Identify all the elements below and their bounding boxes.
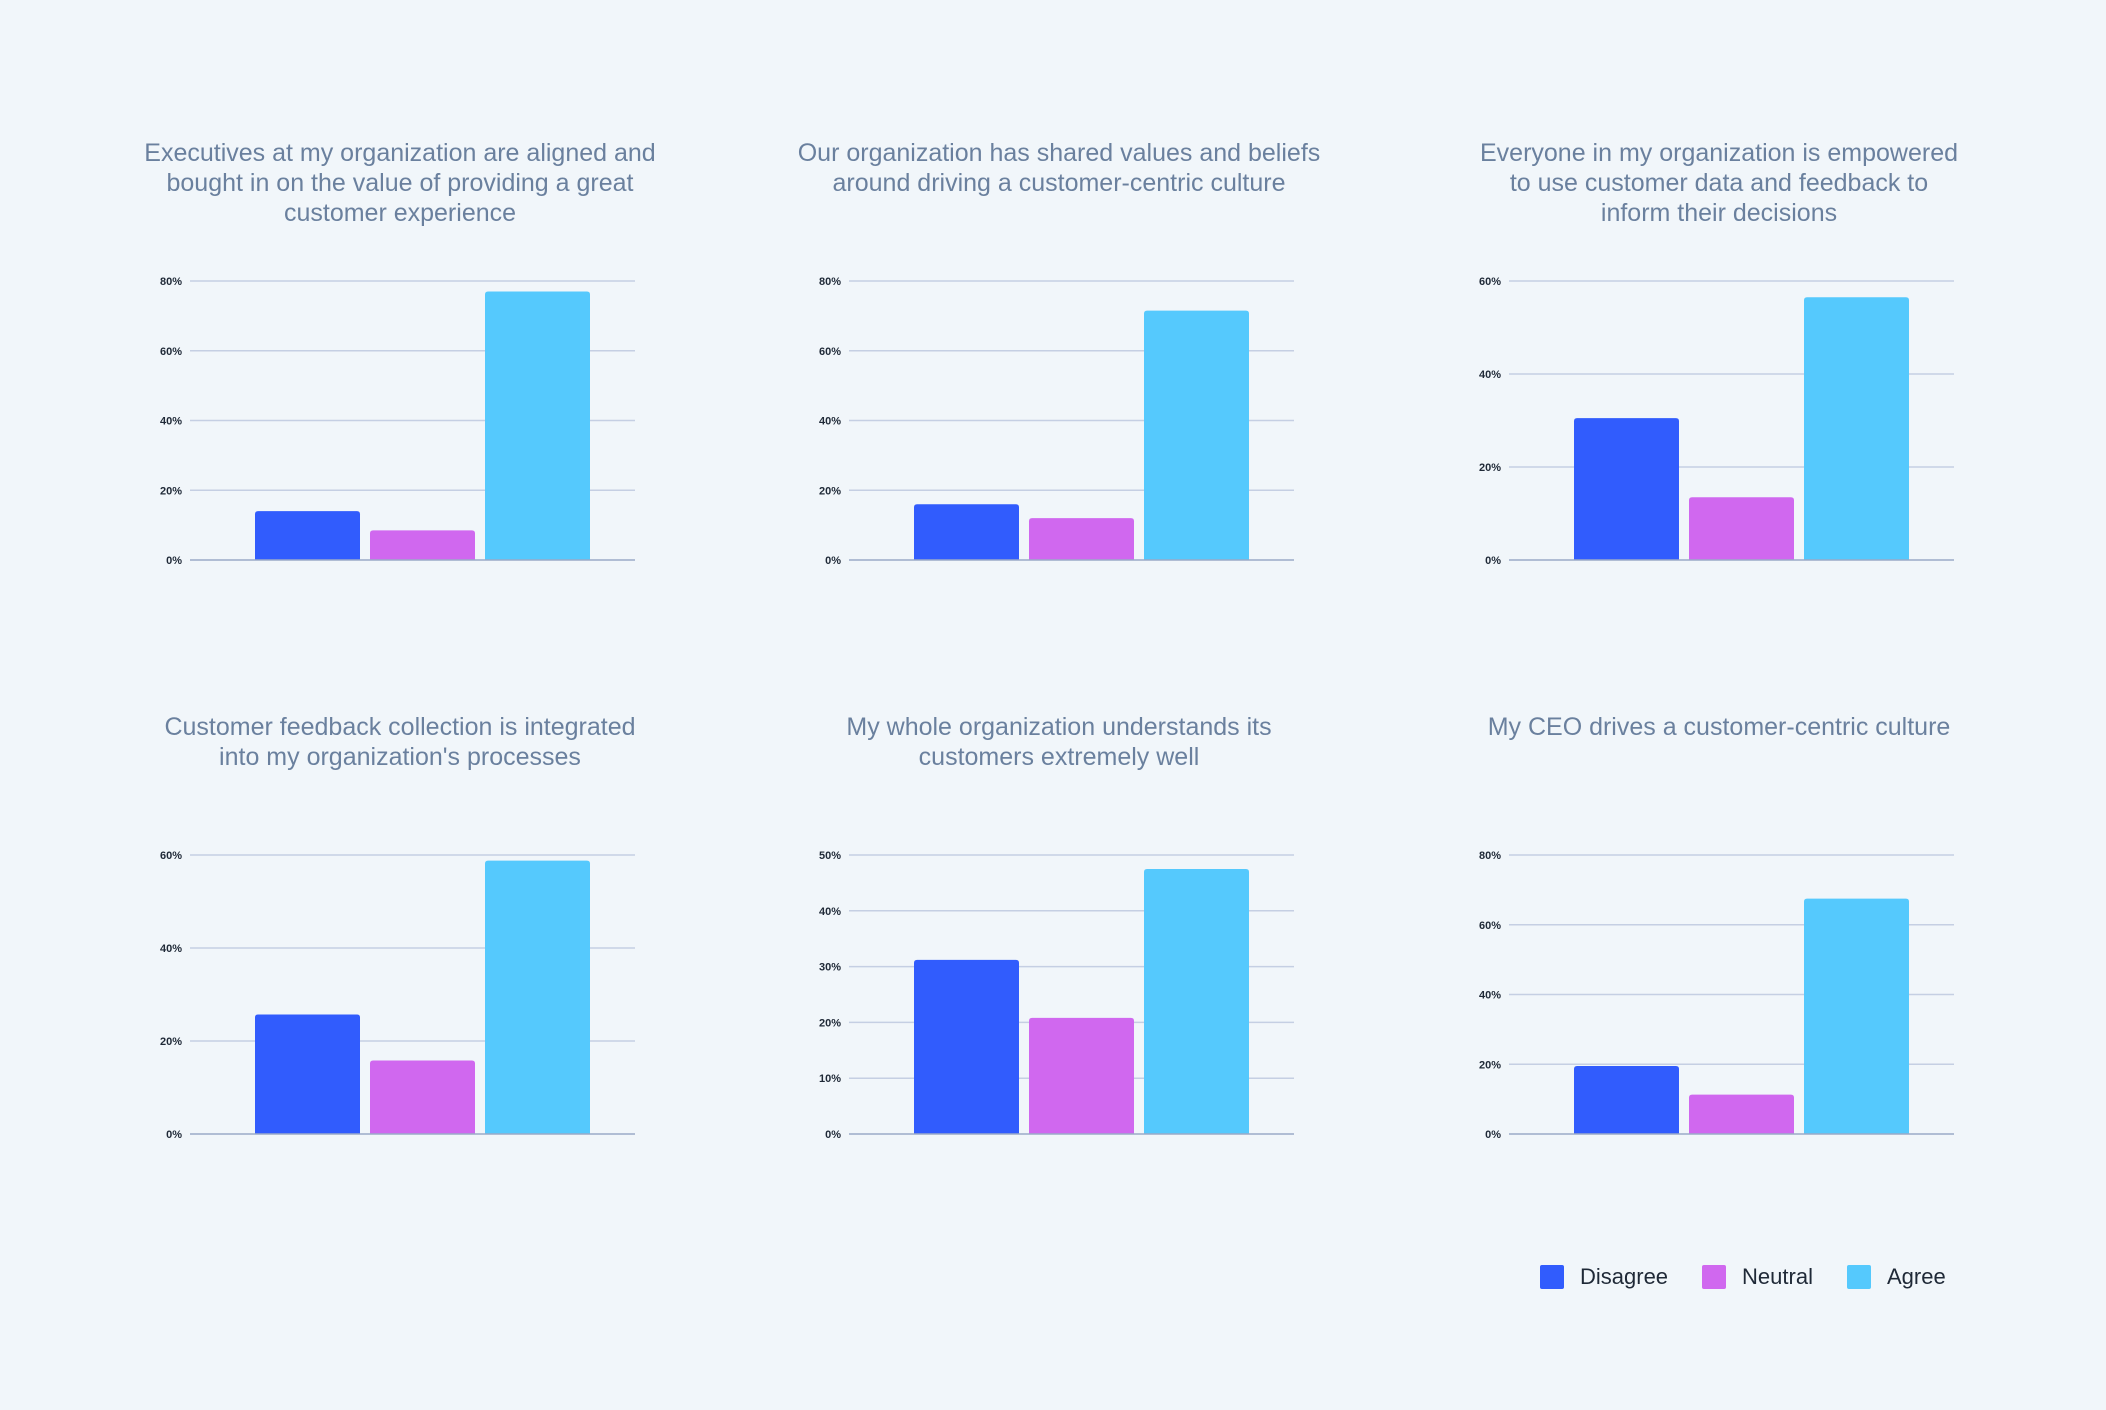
- bar-neutral: [1029, 1017, 1134, 1134]
- bar-chart: 0% 20% 40% 60%: [160, 850, 635, 1141]
- y-tick-label: 20%: [160, 485, 182, 497]
- chart-panel-1: Executives at my organization are aligne…: [120, 138, 680, 618]
- y-tick-label: 60%: [819, 346, 841, 358]
- bar-disagree: [914, 959, 1019, 1134]
- bar-neutral: [1689, 1094, 1794, 1134]
- chart-title: Customer feedback collection is integrat…: [164, 713, 636, 771]
- chart-title: My CEO drives a customer-centric culture: [1487, 713, 1951, 741]
- y-tick-label: 40%: [819, 416, 841, 428]
- y-tick-label: 80%: [1479, 850, 1501, 862]
- bar-disagree: [255, 1014, 360, 1134]
- legend-label: Agree: [1886, 1264, 1946, 1289]
- y-tick-label: 0%: [1485, 555, 1501, 567]
- bar-disagree: [1574, 1065, 1679, 1134]
- chart-panel-6: My CEO drives a customer-centric culture…: [1439, 712, 1999, 1192]
- bar-agree: [1144, 868, 1249, 1134]
- legend-item-disagree: Disagree: [1540, 1264, 1668, 1290]
- legend: Disagree Neutral Agree: [1540, 1262, 1946, 1292]
- y-tick-label: 20%: [1479, 1059, 1501, 1071]
- bar-agree: [485, 860, 590, 1134]
- y-tick-label: 40%: [160, 943, 182, 955]
- chart-panel-4: Customer feedback collection is integrat…: [120, 712, 680, 1192]
- chart-title: My whole organization understands its cu…: [846, 713, 1272, 771]
- y-tick-label: 60%: [1479, 920, 1501, 932]
- y-tick-label: 0%: [1485, 1129, 1501, 1141]
- bar-agree: [1804, 297, 1909, 560]
- y-tick-label: 80%: [160, 276, 182, 288]
- y-tick-label: 20%: [819, 1017, 841, 1029]
- legend-label: Disagree: [1580, 1264, 1669, 1289]
- chart-panel-2: Our organization has shared values and b…: [779, 138, 1339, 618]
- y-tick-label: 40%: [819, 906, 841, 918]
- bar-neutral: [1689, 497, 1794, 560]
- y-tick-label: 60%: [160, 346, 182, 358]
- y-tick-label: 40%: [160, 416, 182, 428]
- bar-neutral: [370, 1060, 475, 1134]
- y-tick-label: 30%: [819, 962, 841, 974]
- y-tick-label: 0%: [825, 1129, 841, 1141]
- chart-title: Our organization has shared values and b…: [797, 139, 1321, 197]
- bar-chart: 0% 20% 40% 60% 80%: [819, 276, 1294, 567]
- chart-title: Executives at my organization are aligne…: [144, 139, 656, 227]
- y-tick-label: 20%: [1479, 462, 1501, 474]
- y-tick-label: 80%: [819, 276, 841, 288]
- bar-neutral: [1029, 518, 1134, 560]
- bar-disagree: [914, 504, 1019, 560]
- legend-swatch-neutral: [1702, 1265, 1727, 1289]
- bar-chart: 0% 10% 20% 30% 40% 50%: [819, 850, 1294, 1141]
- bar-disagree: [1574, 418, 1679, 560]
- legend-label: Neutral: [1742, 1264, 1813, 1289]
- y-tick-label: 0%: [166, 1129, 182, 1141]
- y-tick-label: 60%: [1479, 276, 1501, 288]
- chart-panel-5: My whole organization understands its cu…: [779, 712, 1339, 1192]
- chart-title: Everyone in my organization is empowered…: [1479, 139, 1958, 227]
- legend-swatch-agree: [1846, 1265, 1871, 1289]
- y-tick-label: 0%: [825, 555, 841, 567]
- bar-neutral: [370, 530, 475, 560]
- bar-agree: [1804, 898, 1909, 1134]
- chart-panel-3: Everyone in my organization is empowered…: [1439, 138, 1999, 618]
- legend-item-agree: Agree: [1846, 1264, 1946, 1290]
- bar-chart: 0% 20% 40% 60% 80%: [1479, 850, 1954, 1141]
- y-tick-label: 40%: [1479, 369, 1501, 381]
- bar-chart: 0% 20% 40% 60% 80%: [160, 276, 635, 567]
- y-tick-label: 20%: [819, 485, 841, 497]
- y-tick-label: 40%: [1479, 990, 1501, 1002]
- legend-item-neutral: Neutral: [1702, 1264, 1813, 1290]
- y-tick-label: 10%: [819, 1073, 841, 1085]
- y-tick-label: 60%: [160, 850, 182, 862]
- bar-disagree: [255, 511, 360, 560]
- bar-agree: [485, 291, 590, 560]
- y-tick-label: 20%: [160, 1036, 182, 1048]
- y-tick-label: 50%: [819, 850, 841, 862]
- y-tick-label: 0%: [166, 555, 182, 567]
- bar-agree: [1144, 310, 1249, 560]
- bar-chart: 0% 20% 40% 60%: [1479, 276, 1954, 567]
- legend-swatch-disagree: [1540, 1265, 1564, 1289]
